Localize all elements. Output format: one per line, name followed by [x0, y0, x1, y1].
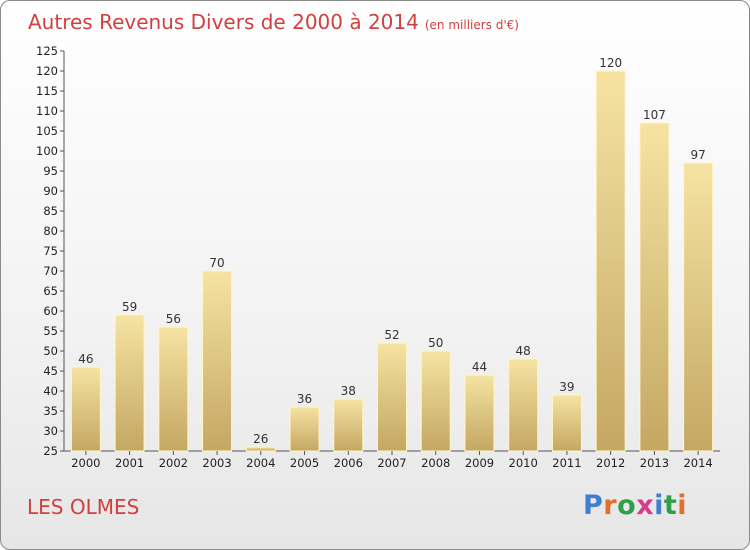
bar: [508, 358, 539, 452]
x-tick-label: 2011: [552, 456, 581, 470]
y-tick-label: 95: [43, 164, 58, 178]
chart-title-text: Autres Revenus Divers de 2000 à 2014: [28, 10, 419, 34]
commune-name: LES OLMES: [27, 495, 140, 519]
data-label: 59: [122, 300, 137, 314]
x-tick-label: 2012: [596, 456, 625, 470]
y-tick-label: 90: [43, 184, 58, 198]
y-tick-label: 45: [43, 364, 58, 378]
bar: [114, 314, 145, 452]
proxiti-logo: Proxiti: [583, 490, 687, 521]
x-tick-label: 2010: [509, 456, 538, 470]
x-tick-label: 2006: [334, 456, 363, 470]
x-tick-label: 2013: [640, 456, 669, 470]
data-label: 48: [516, 344, 531, 358]
x-tick-label: 2003: [202, 456, 231, 470]
y-tick-label: 110: [36, 104, 58, 118]
bar: [595, 70, 626, 452]
logo-letter: i: [677, 490, 688, 521]
data-label: 36: [297, 392, 312, 406]
bar: [377, 342, 407, 452]
data-label: 52: [384, 328, 399, 342]
logo-letter: t: [663, 490, 678, 521]
y-tick-label: 40: [43, 384, 58, 398]
data-label: 70: [209, 256, 224, 270]
chart-title: Autres Revenus Divers de 2000 à 2014 (en …: [28, 10, 519, 34]
bar: [202, 270, 233, 452]
y-tick-label: 50: [43, 344, 58, 358]
x-tick-label: 2008: [421, 456, 450, 470]
y-tick-label: 115: [36, 84, 58, 98]
bar: [289, 406, 320, 452]
y-tick-label: 65: [43, 284, 58, 298]
bar: [245, 446, 276, 452]
bar: [158, 326, 189, 452]
data-label: 39: [559, 380, 574, 394]
data-label: 46: [78, 352, 93, 366]
x-tick-label: 2000: [71, 456, 100, 470]
data-label: 56: [166, 312, 181, 326]
x-tick-label: 2002: [159, 456, 188, 470]
logo-letter: x: [636, 490, 655, 521]
data-label: 120: [599, 56, 622, 70]
logo-letter: o: [617, 490, 637, 521]
data-label: 38: [341, 384, 356, 398]
x-tick-label: 2014: [683, 456, 712, 470]
y-tick-label: 105: [36, 124, 58, 138]
bar: [683, 162, 714, 452]
bar: [70, 366, 101, 452]
x-tick-label: 2001: [115, 456, 144, 470]
y-tick-label: 85: [43, 204, 58, 218]
x-tick-label: 2005: [290, 456, 319, 470]
y-tick-label: 80: [43, 224, 58, 238]
bar: [333, 398, 364, 452]
bar: [551, 394, 582, 452]
chart-unit: (en milliers d'€): [424, 18, 519, 32]
x-tick-label: 2009: [465, 456, 494, 470]
x-tick-label: 2007: [377, 456, 406, 470]
bar: [420, 350, 451, 452]
y-tick-label: 100: [36, 144, 58, 158]
y-tick-label: 125: [36, 44, 58, 58]
data-label: 50: [428, 336, 443, 350]
y-tick-label: 75: [43, 244, 58, 258]
logo-letter: P: [583, 490, 604, 521]
y-tick-label: 120: [36, 64, 58, 78]
y-tick-label: 70: [43, 264, 58, 278]
logo-letter: r: [603, 490, 618, 521]
y-tick-label: 55: [43, 324, 58, 338]
bar: [639, 122, 670, 452]
data-label: 97: [690, 148, 705, 162]
logo-letter: i: [654, 490, 664, 521]
y-tick-label: 25: [43, 444, 58, 458]
y-tick-label: 30: [43, 424, 58, 438]
data-label: 107: [643, 108, 666, 122]
data-label: 26: [253, 432, 268, 446]
bar: [464, 374, 495, 452]
data-label: 44: [472, 360, 487, 374]
y-tick-label: 35: [43, 404, 58, 418]
y-tick-label: 60: [43, 304, 58, 318]
x-tick-label: 2004: [246, 456, 275, 470]
